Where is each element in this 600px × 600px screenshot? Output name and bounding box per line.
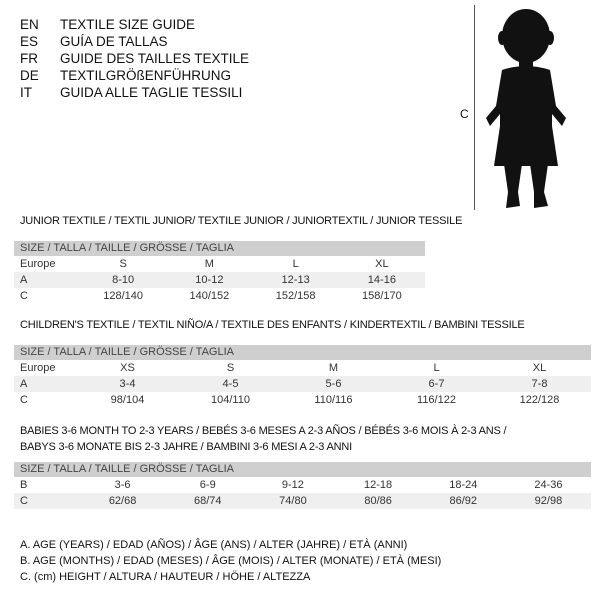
section-title: BABIES 3-6 MONTH TO 2-3 YEARS / BEBÉS 3-… bbox=[20, 425, 507, 437]
language-code: EN bbox=[20, 17, 39, 32]
language-code: DE bbox=[20, 68, 39, 83]
table-row: A 8-10 10-12 12-13 14-16 bbox=[14, 272, 425, 288]
table-cell: 122/128 bbox=[519, 394, 560, 406]
table-cell: L bbox=[292, 258, 299, 270]
row-label: C bbox=[20, 495, 28, 507]
table-header: SIZE / TALLA / TAILLE / GRÖSSE / TAGLIA bbox=[14, 345, 591, 360]
language-code: FR bbox=[20, 51, 38, 66]
table-header: SIZE / TALLA / TAILLE / GRÖSSE / TAGLIA bbox=[14, 241, 425, 256]
language-title: GUIDE DES TAILLES TEXTILE bbox=[60, 51, 250, 66]
table-cell: 10-12 bbox=[195, 274, 224, 286]
table-row: C 62/68 68/74 74/80 80/86 86/92 92/98 bbox=[14, 493, 591, 509]
language-title-row: FR GUIDE DES TAILLES TEXTILE bbox=[20, 50, 249, 67]
language-title: TEXTILE SIZE GUIDE bbox=[60, 17, 196, 32]
table-cell: 8-10 bbox=[112, 274, 135, 286]
table-cell: L bbox=[433, 362, 440, 374]
table-row: C 128/140 140/152 152/158 158/170 bbox=[14, 288, 425, 304]
table-cell: 80/86 bbox=[364, 495, 392, 507]
table-cell: 5-6 bbox=[325, 378, 342, 390]
row-label: Europe bbox=[20, 362, 56, 374]
language-title-row: ES GUÍA DE TALLAS bbox=[20, 33, 168, 50]
table-cell: 12-13 bbox=[281, 274, 310, 286]
table-cell: 14-16 bbox=[367, 274, 396, 286]
table-cell: XL bbox=[532, 362, 547, 374]
table-cell: 128/140 bbox=[103, 290, 143, 302]
language-title-row: IT GUIDA ALLE TAGLIE TESSILI bbox=[20, 84, 242, 101]
table-cell: S bbox=[119, 258, 127, 270]
section-title: JUNIOR TEXTILE / TEXTIL JUNIOR/ TEXTILE … bbox=[20, 215, 463, 227]
table-header: SIZE / TALLA / TAILLE / GRÖSSE / TAGLIA bbox=[14, 462, 591, 477]
table-cell: 158/170 bbox=[361, 290, 402, 302]
language-code: IT bbox=[20, 85, 32, 100]
table-cell: XL bbox=[375, 258, 389, 270]
row-label: C bbox=[20, 394, 28, 406]
row-label: A bbox=[20, 274, 28, 286]
note-line: A. AGE (YEARS) / EDAD (AÑOS) / ÂGE (ANS)… bbox=[20, 539, 408, 551]
table-cell: M bbox=[204, 258, 214, 270]
table-cell: 74/80 bbox=[279, 495, 307, 507]
size-table: SIZE / TALLA / TAILLE / GRÖSSE / TAGLIA E… bbox=[14, 345, 591, 408]
height-line bbox=[474, 5, 475, 210]
table-row: B 3-6 6-9 9-12 12-18 18-24 24-36 bbox=[14, 477, 591, 493]
note-line: B. AGE (MONTHS) / EDAD (MESES) / ÂGE (MO… bbox=[20, 555, 442, 567]
language-title-row: EN TEXTILE SIZE GUIDE bbox=[20, 16, 195, 33]
table-cell: 3-4 bbox=[119, 378, 136, 390]
table-cell: 68/74 bbox=[193, 495, 222, 507]
size-table: SIZE / TALLA / TAILLE / GRÖSSE / TAGLIA E… bbox=[14, 241, 425, 304]
table-cell: XS bbox=[120, 362, 135, 374]
note-line: C. (cm) HEIGHT / ALTURA / HAUTEUR / HÖHE… bbox=[20, 571, 311, 583]
table-cell: 3-6 bbox=[114, 479, 131, 491]
table-row: Europe S M L XL bbox=[14, 256, 425, 272]
language-title: GUIDA ALLE TAGLIE TESSILI bbox=[60, 85, 243, 100]
row-label: Europe bbox=[20, 258, 56, 270]
section-title: BABYS 3-6 MONATE BIS 2-3 JAHRE / BAMBINI… bbox=[20, 441, 352, 453]
table-cell: 86/92 bbox=[449, 495, 478, 507]
language-code: ES bbox=[20, 34, 39, 49]
table-cell: 140/152 bbox=[189, 290, 230, 302]
table-cell: 4-5 bbox=[222, 378, 239, 390]
table-cell: 6-7 bbox=[428, 378, 445, 390]
section-title: CHILDREN'S TEXTILE / TEXTIL NIÑO/A / TEX… bbox=[20, 319, 525, 331]
baby-silhouette-icon bbox=[486, 9, 566, 208]
language-title: TEXTILGRÖßENFÜHRUNG bbox=[60, 68, 232, 83]
table-cell: 24-36 bbox=[534, 479, 563, 491]
table-cell: M bbox=[328, 362, 339, 374]
row-label: C bbox=[20, 290, 28, 302]
table-cell: 6-9 bbox=[199, 479, 216, 491]
table-cell: 9-12 bbox=[281, 479, 304, 491]
table-cell: 110/116 bbox=[314, 394, 353, 406]
table-cell: 116/122 bbox=[417, 394, 456, 406]
table-cell: 18-24 bbox=[449, 479, 478, 491]
table-row: C 98/104 104/110 110/116 116/122 122/128 bbox=[14, 392, 591, 408]
table-cell: 98/104 bbox=[110, 394, 145, 406]
table-cell: 12-18 bbox=[364, 479, 393, 491]
language-title: GUÍA DE TALLAS bbox=[60, 34, 168, 49]
row-label: B bbox=[20, 479, 28, 491]
table-row: Europe XS S M L XL bbox=[14, 360, 591, 376]
table-cell: S bbox=[226, 362, 235, 374]
table-cell: 104/110 bbox=[211, 394, 250, 406]
table-cell: 92/98 bbox=[534, 495, 563, 507]
size-table: SIZE / TALLA / TAILLE / GRÖSSE / TAGLIA B… bbox=[14, 462, 591, 509]
table-cell: 7-8 bbox=[531, 378, 548, 390]
height-label: C bbox=[460, 107, 469, 121]
language-title-row: DE TEXTILGRÖßENFÜHRUNG bbox=[20, 67, 231, 84]
table-cell: 62/68 bbox=[108, 495, 137, 507]
table-row: A 3-4 4-5 5-6 6-7 7-8 bbox=[14, 376, 591, 392]
row-label: A bbox=[20, 378, 28, 390]
table-cell: 152/158 bbox=[275, 290, 316, 302]
